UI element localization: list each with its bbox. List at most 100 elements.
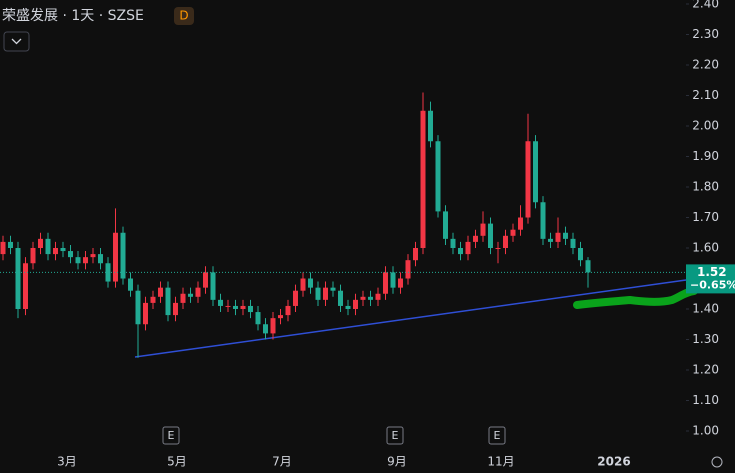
candle-body — [135, 290, 141, 325]
candle-body — [398, 278, 403, 288]
candle-body — [68, 251, 73, 258]
candle-body — [83, 257, 88, 264]
candle-body — [338, 290, 343, 306]
candle-body — [488, 223, 493, 248]
interval-badge-box[interactable] — [174, 7, 194, 25]
candle-body — [173, 302, 178, 316]
candle-body — [128, 278, 133, 291]
candle-body — [420, 110, 426, 248]
event-label: E — [494, 429, 501, 442]
y-tick-label: 1.00 — [692, 424, 719, 438]
candle-body — [578, 248, 583, 261]
candle-body — [23, 263, 28, 309]
candle-body — [120, 232, 126, 279]
event-label: E — [168, 429, 175, 442]
candle-body — [353, 299, 358, 309]
candle-body — [30, 248, 36, 264]
y-tick-label: 2.30 — [692, 27, 719, 41]
candle-body — [60, 248, 66, 252]
y-tick-label: 1.90 — [692, 149, 719, 163]
y-tick-label: 1.60 — [692, 241, 719, 255]
candle-body — [270, 318, 276, 334]
candle-body — [548, 238, 553, 242]
last-price-box — [686, 264, 735, 294]
collapse-button[interactable] — [3, 31, 30, 52]
x-tick-label: 11月 — [487, 455, 514, 469]
candle-body — [15, 248, 21, 309]
chevron-icon[interactable] — [11, 38, 22, 45]
event-marker — [162, 426, 180, 445]
y-tick-label: 1.10 — [692, 393, 719, 407]
event-marker — [488, 426, 506, 445]
candle-body — [525, 141, 531, 218]
candle-body — [390, 272, 396, 288]
y-tick-label: 1.80 — [692, 180, 719, 194]
candle-body — [518, 217, 523, 230]
settings-icon[interactable] — [711, 456, 723, 468]
event-marker — [386, 426, 404, 445]
candle-body — [203, 272, 208, 288]
candle-body — [480, 223, 486, 236]
x-tick-label: 3月 — [57, 455, 77, 469]
candle-body — [255, 312, 261, 325]
candle-body — [278, 315, 283, 319]
candle-body — [210, 272, 216, 300]
candle-body — [143, 302, 148, 325]
freehand-scribble[interactable] — [573, 287, 698, 309]
trend-line[interactable] — [134, 279, 687, 358]
candle-body — [75, 257, 81, 264]
candle-body — [315, 287, 321, 300]
candle-body — [533, 141, 538, 203]
y-tick-label: 2.40 — [692, 0, 719, 11]
candle-body — [473, 235, 478, 242]
y-tick-label: 1.40 — [692, 302, 719, 316]
candle-body — [435, 141, 441, 212]
candle-body — [503, 235, 508, 248]
candle-body — [113, 232, 118, 282]
candle-body — [165, 287, 171, 316]
candle-body — [510, 229, 516, 236]
candle-body — [458, 248, 463, 255]
candle-body — [8, 241, 13, 248]
candle-body — [563, 232, 568, 239]
candle-body — [195, 287, 201, 297]
candle-body — [330, 287, 336, 291]
candle-body — [53, 248, 58, 255]
x-tick-label: 2026 — [597, 455, 630, 469]
chart-title: 荣盛发展 · 1天 · SZSE — [2, 8, 144, 24]
candle-body — [98, 254, 103, 264]
candle-body — [150, 296, 156, 303]
y-tick-label: 2.20 — [692, 58, 719, 72]
candle-body — [263, 324, 268, 334]
candle-body — [360, 296, 366, 300]
candle-body — [585, 260, 591, 273]
interval-badge[interactable]: D — [179, 9, 188, 23]
candle-body — [540, 202, 546, 239]
candle-body — [383, 272, 388, 294]
candle-body — [465, 241, 471, 255]
y-tick-label: 1.70 — [692, 210, 719, 224]
y-tick-label: 1.20 — [692, 363, 719, 377]
candle-body — [495, 248, 501, 249]
candle-body — [368, 296, 373, 300]
candle-body — [218, 299, 223, 306]
y-tick-label: 1.30 — [692, 332, 719, 346]
candle-body — [300, 278, 306, 291]
candle-body — [428, 110, 433, 142]
candle-body — [570, 238, 576, 248]
candle-body — [233, 305, 238, 309]
candle-body — [188, 293, 193, 297]
y-tick-label: 2.10 — [692, 88, 719, 102]
x-tick-label: 5月 — [167, 455, 187, 469]
x-tick-label: 7月 — [272, 455, 292, 469]
candle-body — [240, 305, 246, 309]
y-tick-label: 2.00 — [692, 119, 719, 133]
candle-body — [323, 287, 328, 300]
candle-body — [0, 241, 6, 255]
candle-body — [180, 293, 186, 303]
candle-body — [248, 305, 253, 313]
candle-body — [443, 211, 448, 239]
